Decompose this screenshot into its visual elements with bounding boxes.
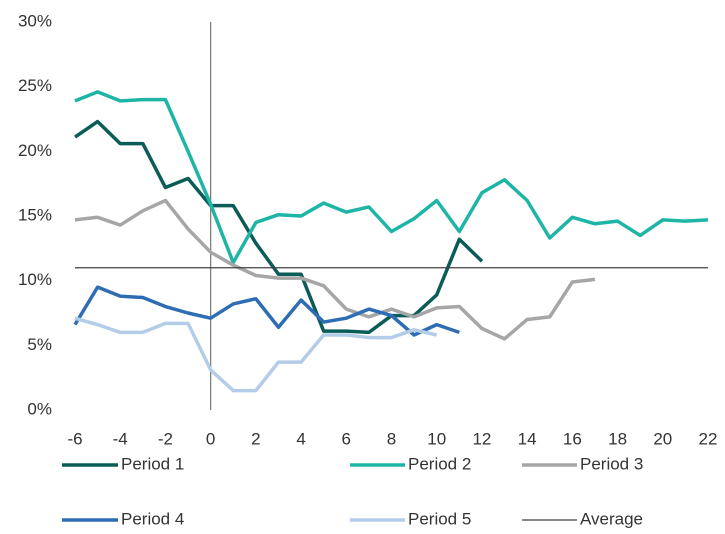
x-tick-label: 14: [518, 429, 537, 448]
x-tick-label: 12: [472, 429, 491, 448]
x-tick-label: 4: [296, 429, 305, 448]
x-tick-label: 2: [251, 429, 260, 448]
y-tick-label: 15%: [18, 205, 52, 224]
legend-label: Period 2: [408, 454, 471, 473]
legend-label: Period 1: [121, 454, 184, 473]
series-line: [74, 90, 709, 265]
x-tick-label: 8: [387, 429, 396, 448]
y-tick-label: 20%: [18, 141, 52, 160]
legend-label: Average: [580, 509, 643, 528]
series-line: [73, 285, 460, 337]
x-tick-label: 22: [699, 429, 718, 448]
legend-label: Period 3: [580, 454, 643, 473]
legend-label: Period 5: [408, 509, 471, 528]
x-tick-label: -6: [67, 429, 82, 448]
x-tick-label: -4: [113, 429, 128, 448]
legend-label: Period 4: [121, 509, 184, 528]
x-tick-label: 6: [342, 429, 351, 448]
y-tick-label: 30%: [18, 11, 52, 30]
series-line: [74, 119, 484, 335]
x-tick-label: 0: [206, 429, 215, 448]
y-tick-label: 5%: [27, 335, 52, 354]
x-tick-label: 20: [653, 429, 672, 448]
y-tick-label: 0%: [27, 399, 52, 418]
series-line: [74, 198, 596, 341]
series-line: [74, 316, 438, 393]
y-tick-label: 10%: [18, 270, 52, 289]
x-tick-label: 18: [608, 429, 627, 448]
y-tick-label: 25%: [18, 76, 52, 95]
x-tick-label: 16: [563, 429, 582, 448]
x-tick-label: 10: [427, 429, 446, 448]
x-tick-label: -2: [158, 429, 173, 448]
